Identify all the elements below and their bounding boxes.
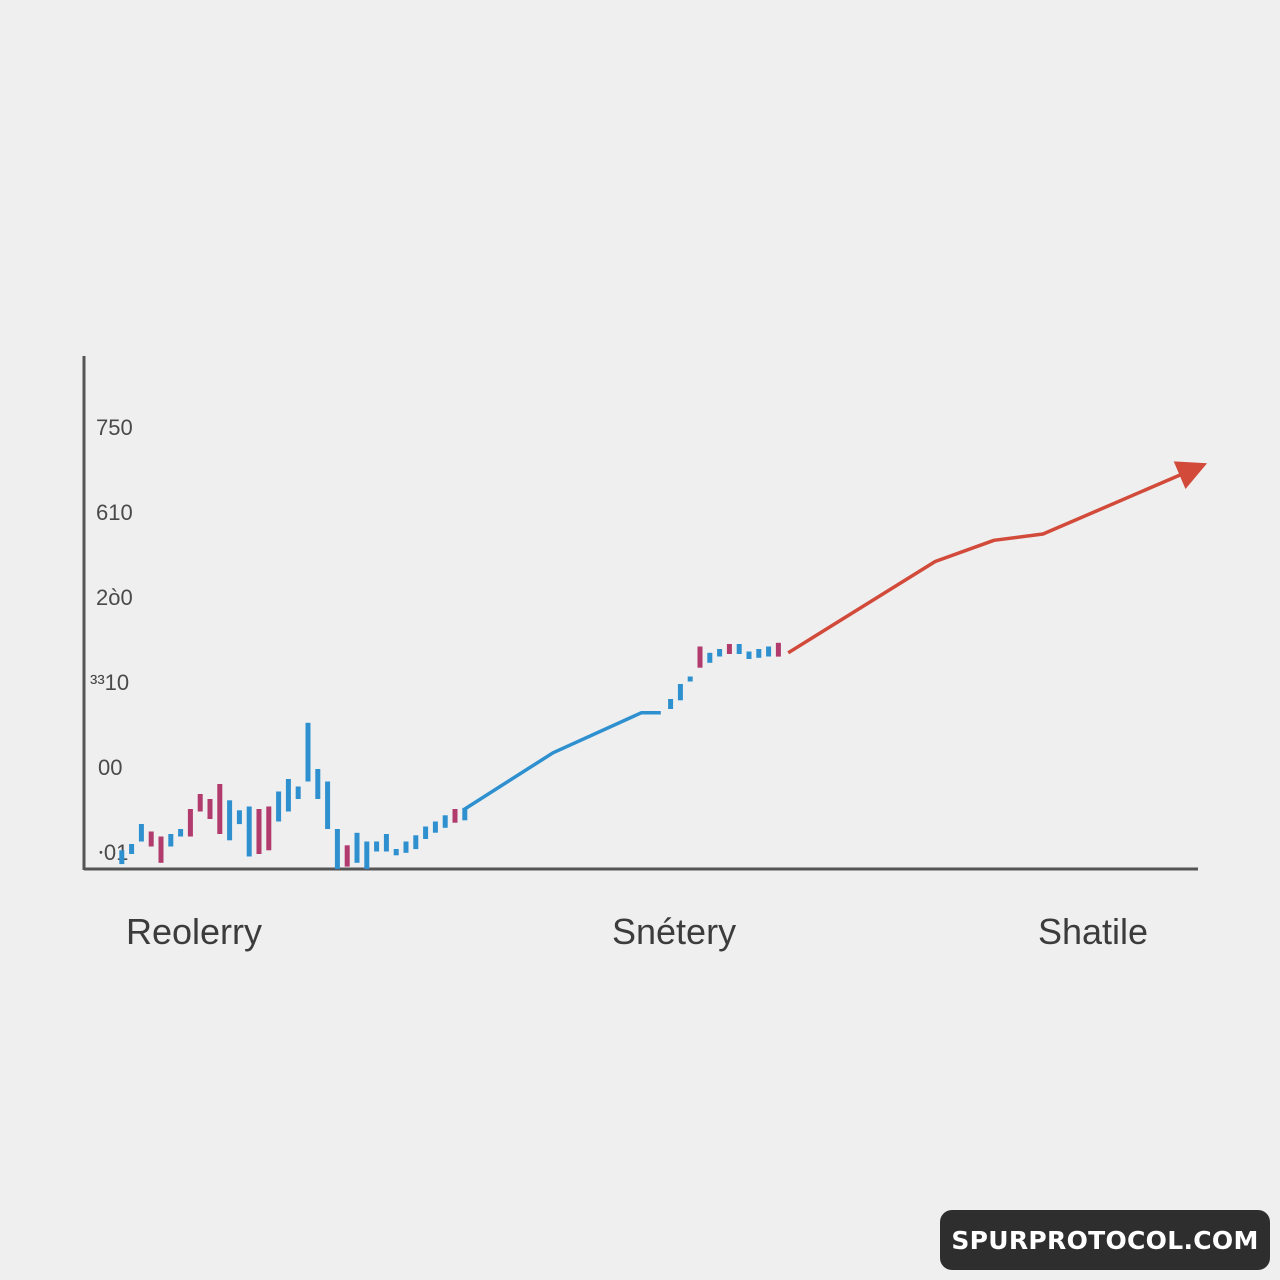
candle-bar	[383, 834, 389, 852]
candle-bar	[246, 806, 252, 857]
candle-bar	[677, 684, 683, 701]
candle-bar	[462, 807, 468, 821]
candle-bar	[305, 722, 311, 782]
watermark-badge: SPURPROTOCOL.COM	[940, 1210, 1270, 1270]
candle-bar	[726, 644, 732, 654]
y-tick-label: ³³10	[90, 670, 129, 695]
candle-bar	[168, 834, 174, 847]
trend-line	[463, 711, 661, 811]
candle-bar	[775, 642, 781, 657]
candle-bar	[276, 791, 282, 822]
candle-bar	[295, 786, 301, 799]
candle-bar	[736, 644, 742, 654]
candle-bar	[432, 821, 438, 833]
candle-bar	[442, 815, 448, 828]
candle-bar	[393, 849, 399, 856]
candle-bar	[717, 649, 723, 657]
candle-bar	[707, 652, 713, 663]
candle-bar	[227, 800, 233, 841]
arrowhead-icon	[1173, 461, 1208, 489]
trend-lines	[463, 461, 1208, 811]
candle-bar	[423, 826, 429, 839]
candle-bar	[285, 779, 291, 812]
y-tick-label: 750	[96, 415, 133, 440]
candle-bar	[766, 646, 772, 657]
x-category-label: Reolerry	[126, 911, 262, 952]
candle-bar	[746, 651, 752, 659]
candle-bar	[119, 850, 125, 865]
candle-bar	[129, 844, 135, 854]
candle-bar	[687, 676, 693, 682]
watermark-text: SPURPROTOCOL.COM	[951, 1225, 1259, 1255]
candle-bar	[452, 809, 458, 823]
candle-bar	[256, 809, 262, 854]
candle-bar	[668, 699, 674, 709]
candle-bar	[325, 781, 331, 829]
candle-bar	[756, 649, 762, 658]
y-tick-label: 00	[98, 755, 122, 780]
y-tick-label: 610	[96, 500, 133, 525]
y-tick-label: 2ò0	[96, 585, 133, 610]
candle-bar	[207, 799, 213, 819]
candle-bar	[364, 841, 370, 869]
candle-bar	[158, 836, 164, 863]
candle-bar	[197, 794, 203, 812]
candle-bar	[315, 769, 321, 799]
candle-bar	[187, 809, 193, 837]
candle-bar	[138, 824, 144, 842]
x-category-label: Snétery	[612, 911, 736, 952]
candle-bar	[697, 646, 703, 668]
candle-bar	[236, 810, 242, 825]
candle-bar	[334, 829, 340, 869]
candle-bar	[354, 832, 360, 863]
candlestick-bars	[119, 642, 781, 869]
candle-bar	[217, 784, 223, 834]
candle-bar	[148, 831, 154, 847]
x-category-label: Shatile	[1038, 911, 1148, 952]
candle-bar	[266, 806, 272, 851]
candle-bar	[178, 829, 184, 837]
projection-line	[787, 464, 1201, 655]
candle-bar	[344, 845, 350, 867]
candle-bar	[374, 841, 380, 852]
candle-bar	[403, 841, 409, 853]
candle-bar	[413, 835, 419, 850]
